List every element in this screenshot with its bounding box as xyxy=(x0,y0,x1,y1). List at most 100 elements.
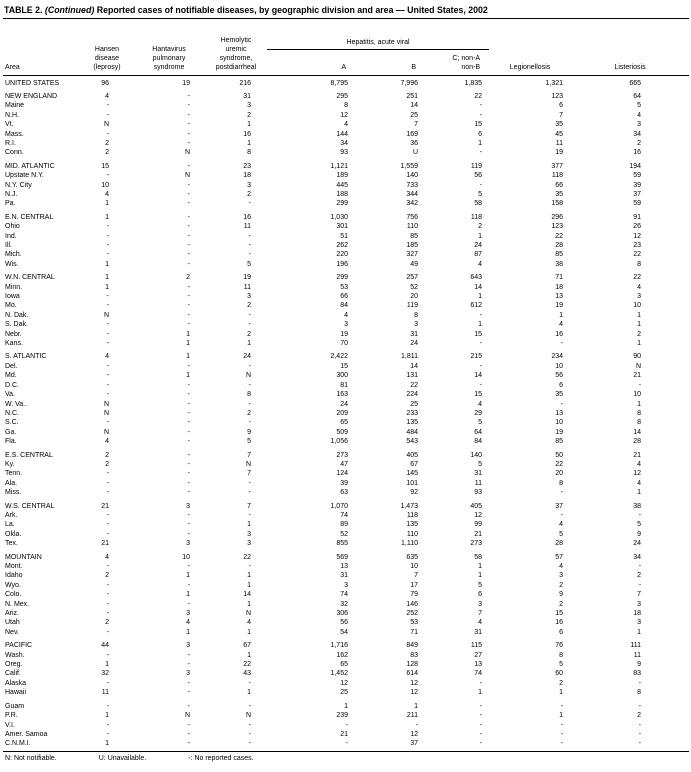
value-cell: - xyxy=(560,702,564,710)
value-cell: - xyxy=(106,130,109,138)
table-row: P.R. 1 N N 239 211 - 1 2 xyxy=(3,711,689,720)
value-cell: 31 xyxy=(243,92,251,100)
value-cell: 56 xyxy=(474,172,483,180)
value-cell: - xyxy=(106,302,109,310)
col-header-listeriosis: Listeriosis xyxy=(571,19,690,76)
value-cell: - xyxy=(479,712,483,720)
value-cell: 37 xyxy=(555,502,564,510)
area-cell: Ark. xyxy=(5,511,18,519)
area-cell: S. Dak. xyxy=(5,321,28,329)
value-cell: 3 xyxy=(186,540,190,548)
value-cell: 163 xyxy=(336,391,348,399)
table-row: W. Va.. N - - 24 25 4 - 1 xyxy=(3,400,689,409)
value-cell: - xyxy=(106,381,109,389)
value-cell: - xyxy=(479,362,483,370)
value-cell: - xyxy=(106,293,109,301)
value-cell: 28 xyxy=(633,438,642,446)
value-cell: 90 xyxy=(633,353,642,361)
table-row: Upstate N.Y. - N 18 189 140 56 118 59 xyxy=(3,171,689,180)
value-cell: 31 xyxy=(474,628,483,636)
area-cell: Va. xyxy=(5,391,15,399)
table-row: Va. - - 8 163 224 15 35 10 xyxy=(3,390,689,399)
table-row: Calif. 32 3 43 1,452 614 74 60 83 xyxy=(3,669,689,678)
value-cell: 7 xyxy=(478,610,483,618)
value-cell: - xyxy=(187,438,190,446)
value-cell: 2 xyxy=(637,139,642,147)
value-cell: 145 xyxy=(406,470,418,478)
value-cell: 189 xyxy=(336,172,348,180)
value-cell: 19 xyxy=(555,302,564,310)
value-cell: - xyxy=(248,419,251,427)
value-cell: 211 xyxy=(406,712,418,720)
area-cell: Ill. xyxy=(5,242,12,249)
value-cell: 85 xyxy=(555,438,564,446)
value-cell: 2 xyxy=(637,572,642,580)
table-row: S.C. - - - 65 135 5 10 8 xyxy=(3,418,689,427)
value-cell: 344 xyxy=(406,190,418,198)
value-cell: 1 xyxy=(478,232,483,240)
value-cell: 4 xyxy=(247,619,251,627)
value-cell: 58 xyxy=(474,553,483,561)
value-cell: 4 xyxy=(637,111,642,119)
value-cell: N xyxy=(103,428,109,436)
value-cell: 5 xyxy=(637,102,642,110)
area-cell: MID. ATLANTIC xyxy=(5,162,55,170)
value-cell: - xyxy=(106,470,109,478)
value-cell: 342 xyxy=(406,200,418,208)
table-row: Ind. - - - 51 85 1 22 12 xyxy=(3,232,689,241)
table-row: V.I. - - - - - - - - xyxy=(3,721,689,730)
value-cell: 1,110 xyxy=(401,540,418,548)
value-cell: - xyxy=(248,362,251,370)
area-cell: La. xyxy=(5,521,15,529)
value-cell: - xyxy=(106,372,109,380)
value-cell: 239 xyxy=(336,712,348,720)
value-cell: 118 xyxy=(470,213,483,221)
value-cell: 1,559 xyxy=(400,162,418,170)
value-cell: 1,056 xyxy=(330,438,348,446)
value-cell: 10 xyxy=(555,362,564,370)
value-cell: 28 xyxy=(555,540,564,548)
table-header: Area Hansen disease (leprosy) Hantavirus… xyxy=(3,19,690,76)
value-cell: 8 xyxy=(247,391,251,399)
value-cell: - xyxy=(187,232,190,240)
value-cell: - xyxy=(187,451,190,459)
value-cell: - xyxy=(479,381,483,389)
value-cell: - xyxy=(106,591,109,599)
value-cell: 4 xyxy=(559,563,564,570)
value-cell: 32 xyxy=(101,670,109,678)
value-cell: 1,070 xyxy=(330,502,348,510)
value-cell: 12 xyxy=(633,232,642,240)
value-cell: 50 xyxy=(555,451,564,459)
value-cell: 19 xyxy=(340,330,348,338)
value-cell: 1 xyxy=(186,330,190,338)
value-cell: 44 xyxy=(101,642,109,650)
col-header-hemolytic-uremic: Hemolytic uremic syndrome, postdiarrheal xyxy=(205,19,267,76)
value-cell: 3 xyxy=(637,293,642,301)
value-cell: - xyxy=(187,391,190,399)
value-cell: - xyxy=(248,489,251,497)
value-cell: 135 xyxy=(406,419,418,427)
value-cell: - xyxy=(106,102,109,110)
value-cell: 24 xyxy=(243,353,251,361)
value-cell: 8 xyxy=(344,102,348,110)
value-cell: 1 xyxy=(478,321,483,329)
value-cell: 11 xyxy=(101,689,109,697)
value-cell: 252 xyxy=(406,610,418,618)
table-row: Miss. - - - 63 92 93 - 1 xyxy=(3,488,689,497)
value-cell: 377 xyxy=(551,162,564,170)
value-cell: - xyxy=(187,419,190,427)
value-cell: 2 xyxy=(478,223,483,231)
area-cell: Guam xyxy=(5,702,25,710)
value-cell: 12 xyxy=(474,511,483,519)
value-cell: - xyxy=(345,740,348,748)
table-row: Tex. 21 3 3 855 1,110 273 28 24 xyxy=(3,539,689,548)
value-cell: - xyxy=(106,242,109,249)
value-cell: - xyxy=(248,200,251,208)
value-cell: 5 xyxy=(478,419,483,427)
value-cell: - xyxy=(106,600,109,608)
value-cell: 110 xyxy=(406,223,418,231)
value-cell: 36 xyxy=(410,139,418,147)
value-cell: 65 xyxy=(340,661,348,669)
value-cell: 158 xyxy=(551,200,564,208)
area-cell: R.I. xyxy=(5,139,16,147)
